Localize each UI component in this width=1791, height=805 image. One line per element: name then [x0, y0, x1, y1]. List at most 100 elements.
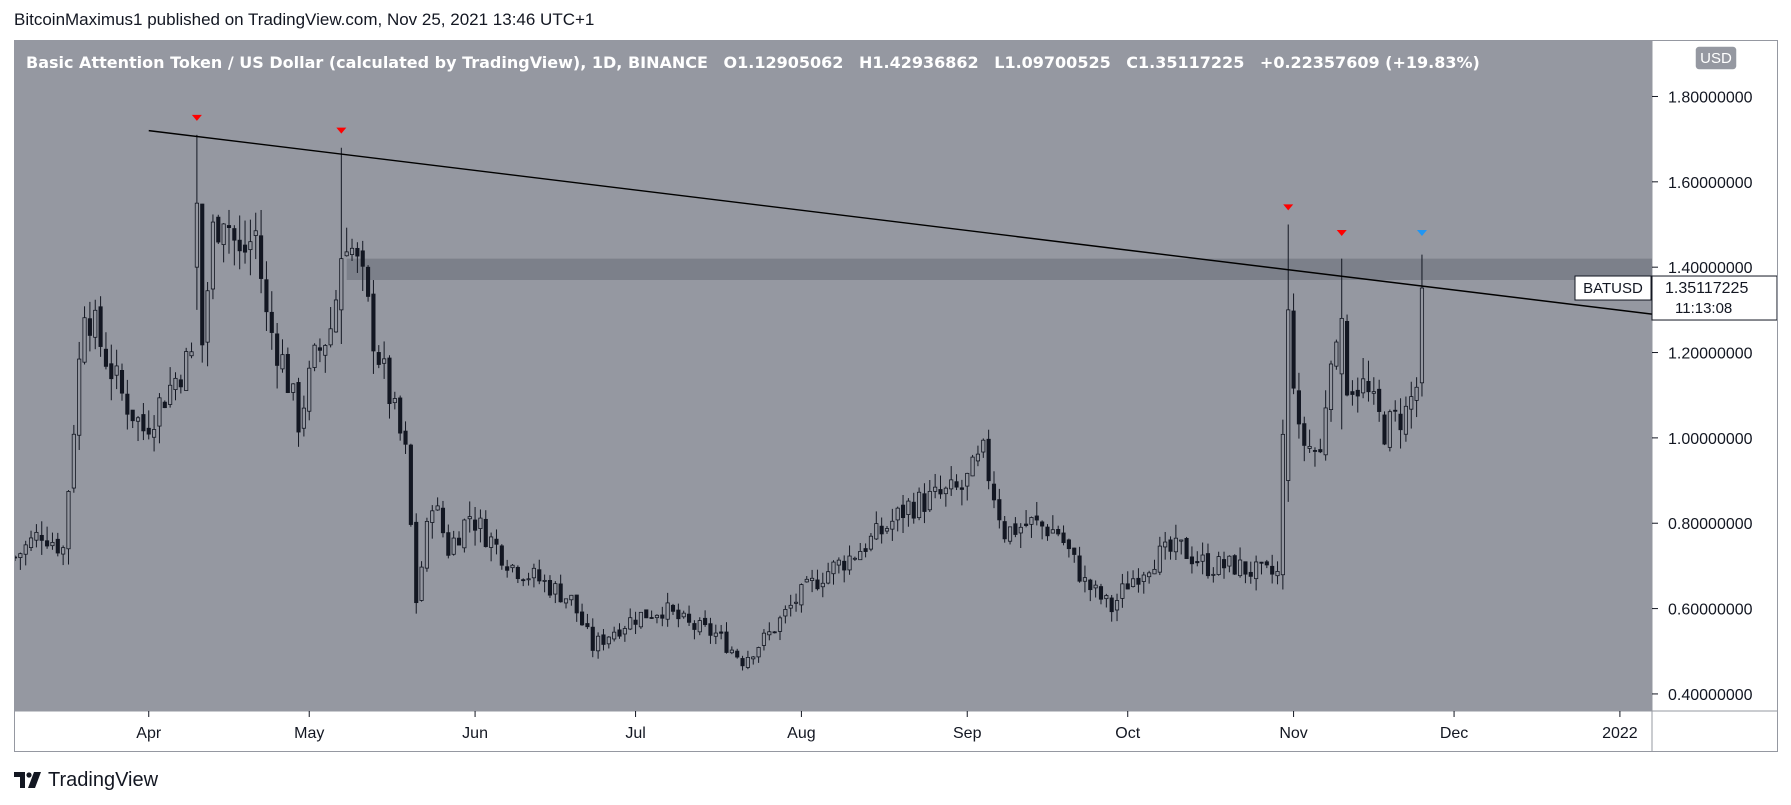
candle[interactable] [943, 486, 948, 507]
candle[interactable] [1195, 551, 1200, 567]
candle[interactable] [772, 631, 777, 634]
candle[interactable] [703, 610, 708, 627]
candle[interactable] [1387, 409, 1392, 452]
red-arrow-marker[interactable] [1283, 204, 1294, 211]
candle[interactable] [1307, 429, 1312, 453]
candle[interactable] [371, 280, 376, 374]
candle[interactable] [959, 479, 964, 506]
candle[interactable] [1034, 501, 1039, 526]
candle[interactable] [697, 617, 702, 636]
resistance-zone[interactable] [346, 258, 1653, 280]
candle[interactable] [1072, 547, 1077, 563]
candle[interactable] [585, 613, 590, 630]
candle[interactable] [628, 608, 633, 631]
candle[interactable] [141, 403, 146, 441]
candle[interactable] [1355, 377, 1360, 413]
candle[interactable] [777, 615, 783, 641]
candle[interactable] [451, 530, 456, 556]
candle[interactable] [526, 572, 531, 586]
candle[interactable] [863, 543, 868, 558]
candle[interactable] [687, 605, 692, 626]
candle[interactable] [1002, 515, 1007, 543]
candle[interactable] [216, 214, 221, 245]
candle[interactable] [473, 506, 478, 546]
candle[interactable] [804, 576, 809, 583]
candle[interactable] [168, 367, 173, 408]
red-arrow-marker[interactable] [191, 114, 202, 121]
candle[interactable] [596, 632, 601, 659]
candle[interactable] [264, 261, 269, 331]
candle[interactable] [601, 629, 606, 651]
candle[interactable] [430, 505, 435, 539]
candle[interactable] [45, 526, 50, 549]
candle[interactable] [1339, 258, 1344, 430]
candle[interactable] [1221, 551, 1227, 579]
candle[interactable] [1398, 398, 1403, 449]
candle[interactable] [248, 219, 253, 276]
candle[interactable] [1088, 578, 1093, 602]
candle[interactable] [767, 622, 772, 641]
candle[interactable] [1419, 254, 1425, 397]
candle[interactable] [1254, 555, 1259, 591]
candle[interactable] [1179, 539, 1184, 555]
candle[interactable] [398, 395, 403, 441]
candle[interactable] [226, 209, 232, 254]
candle[interactable] [515, 565, 520, 584]
candle[interactable] [558, 574, 563, 603]
candle[interactable] [376, 345, 381, 369]
candle[interactable] [729, 646, 734, 655]
candle[interactable] [719, 624, 724, 640]
candle[interactable] [114, 349, 119, 390]
candle[interactable] [622, 625, 627, 642]
candle[interactable] [189, 342, 194, 359]
candle[interactable] [954, 474, 959, 491]
candle[interactable] [505, 559, 510, 578]
candle[interactable] [162, 400, 167, 409]
candle[interactable] [1414, 377, 1419, 418]
candle[interactable] [1093, 580, 1098, 598]
candle[interactable] [981, 438, 986, 458]
candle[interactable] [1168, 536, 1173, 560]
candle[interactable] [1302, 416, 1307, 462]
candle[interactable] [681, 610, 686, 619]
candle[interactable] [724, 622, 729, 654]
candle[interactable] [1216, 551, 1221, 576]
candle[interactable] [1104, 593, 1109, 608]
candle[interactable] [157, 393, 162, 444]
candle[interactable] [1018, 523, 1023, 549]
candle[interactable] [456, 531, 462, 546]
candle[interactable] [355, 242, 360, 273]
candle[interactable] [210, 214, 215, 300]
candle[interactable] [98, 296, 103, 357]
candle[interactable] [205, 281, 210, 367]
candle[interactable] [414, 513, 419, 614]
candle[interactable] [1334, 339, 1339, 370]
candle[interactable] [259, 209, 264, 294]
candle[interactable] [194, 134, 199, 310]
candle[interactable] [146, 410, 151, 440]
candle[interactable] [537, 559, 542, 585]
candle[interactable] [740, 655, 745, 671]
candle[interactable] [1291, 293, 1296, 395]
candle[interactable] [1264, 559, 1269, 569]
candle[interactable] [1040, 520, 1045, 540]
candle[interactable] [761, 629, 767, 651]
candle[interactable] [392, 391, 397, 410]
candle[interactable] [793, 593, 799, 612]
candle[interactable] [531, 563, 536, 588]
candle[interactable] [751, 656, 756, 665]
candle[interactable] [1045, 524, 1050, 541]
candle[interactable] [494, 529, 499, 555]
candle[interactable] [15, 555, 18, 561]
candle[interactable] [178, 374, 183, 394]
candle[interactable] [28, 530, 34, 552]
candle[interactable] [1157, 536, 1162, 576]
candle[interactable] [333, 289, 339, 333]
candle[interactable] [745, 650, 750, 670]
candle[interactable] [590, 618, 595, 658]
candle[interactable] [221, 223, 226, 263]
candle[interactable] [1243, 561, 1248, 584]
candle[interactable] [1211, 567, 1216, 583]
candle[interactable] [1296, 372, 1301, 439]
candle[interactable] [66, 490, 71, 565]
